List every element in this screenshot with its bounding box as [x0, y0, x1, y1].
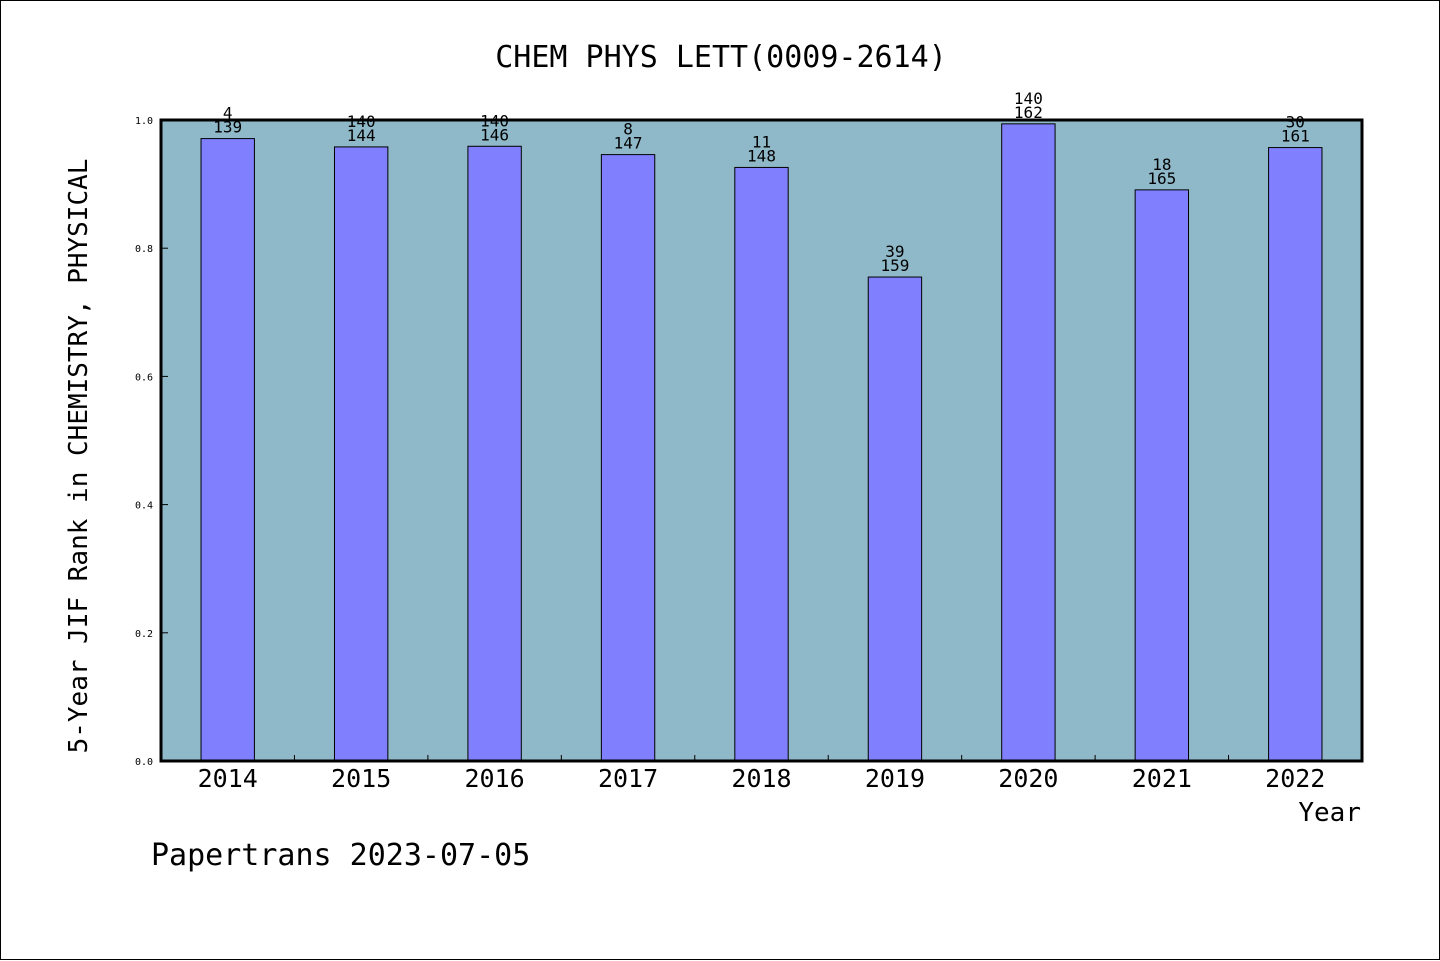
x-axis-title: Year	[1298, 798, 1361, 828]
bar-2015	[333, 146, 389, 762]
bar-rank-label: 8	[623, 120, 633, 139]
y-tick-label: 0.2	[135, 629, 153, 640]
x-tick-label: 2021	[1132, 764, 1192, 793]
y-tick-label: 1.0	[135, 116, 153, 127]
chart-title: CHEM PHYS LETT(0009-2614)	[495, 40, 947, 75]
x-tick-label: 2022	[1265, 764, 1325, 793]
bar-total-label: 147	[614, 134, 643, 153]
bar-total-label: 146	[480, 125, 509, 144]
x-tick-label: 2019	[865, 764, 925, 793]
bar-2016	[467, 145, 522, 762]
y-tick-label: 0.4	[135, 501, 153, 512]
bar-total-label: 148	[747, 146, 776, 165]
bar-2022	[1268, 147, 1323, 762]
bar-rank-label: 4	[223, 104, 233, 123]
y-tick-label: 0.0	[135, 757, 153, 768]
bar-total-label: 159	[880, 256, 909, 275]
x-tick-label: 2017	[598, 764, 658, 793]
bar-2018	[734, 166, 789, 762]
bar-2019	[867, 276, 923, 762]
x-tick-label: 2020	[998, 764, 1058, 793]
bar-2017	[600, 154, 656, 762]
x-tick-label: 2018	[731, 764, 791, 793]
bar-rank-label: 18	[1152, 155, 1171, 174]
x-axis: 2014 2015 2016 2017 2018 2019 2020 2021 2022	[198, 755, 1325, 793]
y-tick-label: 0.8	[135, 244, 153, 255]
footer-text: Papertrans 2023-07-05	[151, 838, 530, 873]
bar-rank-label: 39	[885, 242, 904, 261]
bar-rank-label: 140	[1014, 89, 1043, 108]
bar-2020	[1001, 123, 1056, 762]
bar-total-label: 165	[1147, 169, 1176, 188]
plot-border	[159, 118, 1364, 763]
x-tick-label: 2015	[331, 764, 391, 793]
bar-rank-label: 11	[752, 132, 771, 151]
y-axis-title: 5-Year JIF Rank in CHEMISTRY, PHYSICAL	[64, 159, 94, 754]
bar-total-label: 161	[1281, 127, 1310, 146]
bar-total-label: 139	[213, 118, 242, 137]
bars	[200, 123, 1323, 762]
x-tick-label: 2014	[198, 764, 258, 793]
bar-total-label: 144	[347, 126, 376, 145]
bar-2021	[1134, 189, 1190, 762]
bar-2014	[200, 138, 255, 762]
bar-rank-label: 30	[1286, 113, 1305, 132]
x-tick-label: 2016	[465, 764, 525, 793]
bar-total-label: 162	[1014, 103, 1043, 122]
y-tick-label: 0.6	[135, 372, 153, 383]
